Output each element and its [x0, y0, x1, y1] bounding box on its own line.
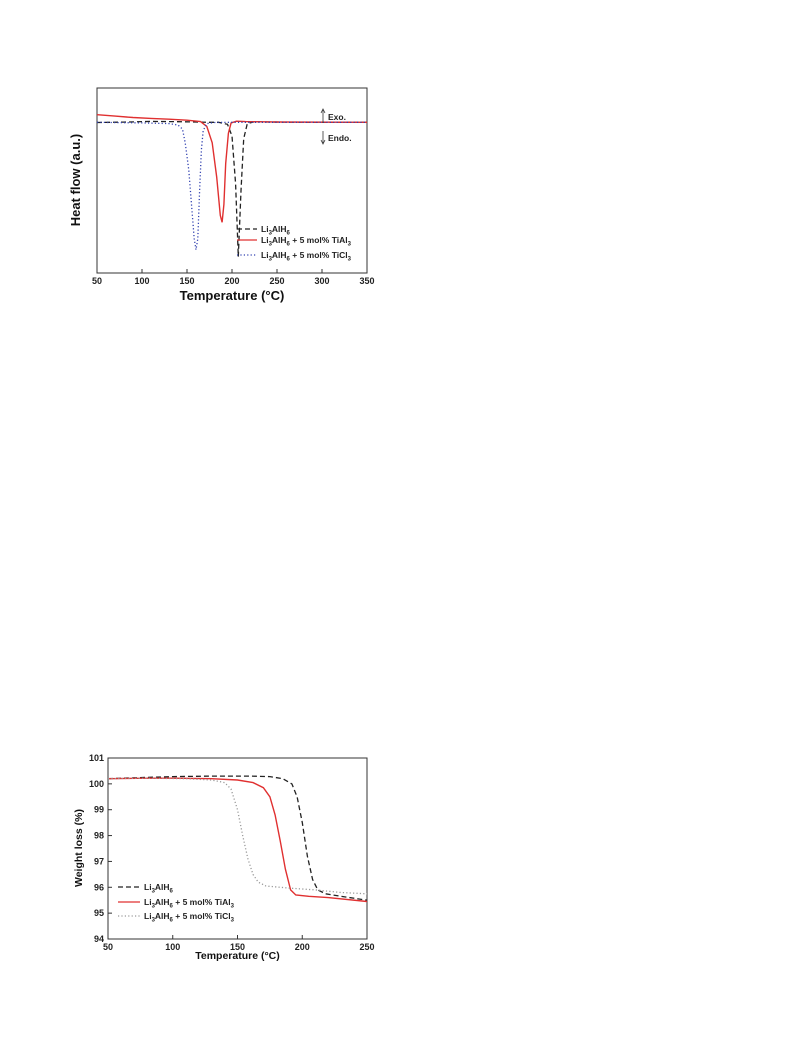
x-tick-label: 50	[103, 942, 113, 952]
series-line-1	[96, 120, 367, 257]
y-axis-label: Heat flow (a.u.)	[68, 134, 83, 226]
series-line-1	[107, 775, 368, 901]
endo-label: Endo.	[328, 133, 352, 143]
x-tick-label: 250	[269, 276, 284, 286]
x-axis-label: Temperature (°C)	[195, 950, 280, 962]
series-line-2	[107, 777, 368, 903]
y-tick-label: 95	[94, 908, 104, 918]
x-tick-label: 150	[179, 276, 194, 286]
plot-frame	[96, 87, 368, 274]
x-tick-label: 150	[230, 942, 245, 952]
y-tick-label: 96	[94, 882, 104, 892]
y-tick-label: 100	[89, 779, 104, 789]
legend-label: Li3AlH6 + 5 mol% TiCl3	[144, 911, 235, 924]
x-tick-label: 350	[359, 276, 374, 286]
y-axis-label: Weight loss (%)	[73, 809, 85, 887]
legend-label: Li3AlH6 + 5 mol% TiAl3	[144, 897, 235, 910]
x-tick-label: 100	[134, 276, 149, 286]
legend-label: Li3AlH6	[261, 224, 291, 237]
y-tick-label: 101	[89, 753, 104, 763]
endo-arrowhead	[320, 139, 326, 145]
y-tick-label: 94	[94, 934, 104, 944]
series-line-2	[96, 114, 368, 223]
x-tick-label: 250	[359, 942, 374, 952]
chart-2: 50 100 150 200 250 94 95 96 97 98 99 100 101 Temperat…	[73, 753, 375, 962]
exo-arrowhead	[320, 108, 326, 114]
x-tick-label: 200	[224, 276, 239, 286]
exo-label: Exo.	[328, 112, 346, 122]
legend-label: Li3AlH6 + 5 mol% TiCl3	[261, 250, 352, 263]
x-tick-label: 200	[295, 942, 310, 952]
y-tick-label: 97	[94, 856, 104, 866]
x-tick-label: 100	[165, 942, 180, 952]
series-line-3	[96, 121, 367, 250]
series-line-3	[107, 777, 368, 895]
chart-1: 50 100 150 200 250 300 350 Temperature (°C) Heat…	[68, 87, 375, 303]
x-tick-label: 300	[314, 276, 329, 286]
x-axis-label: Temperature (°C)	[180, 288, 285, 303]
legend-label: Li3AlH6 + 5 mol% TiAl3	[261, 235, 352, 248]
y-tick-label: 98	[94, 831, 104, 841]
y-tick-label: 99	[94, 805, 104, 815]
legend-label: Li3AlH6	[144, 882, 174, 895]
x-tick-label: 50	[92, 276, 102, 286]
